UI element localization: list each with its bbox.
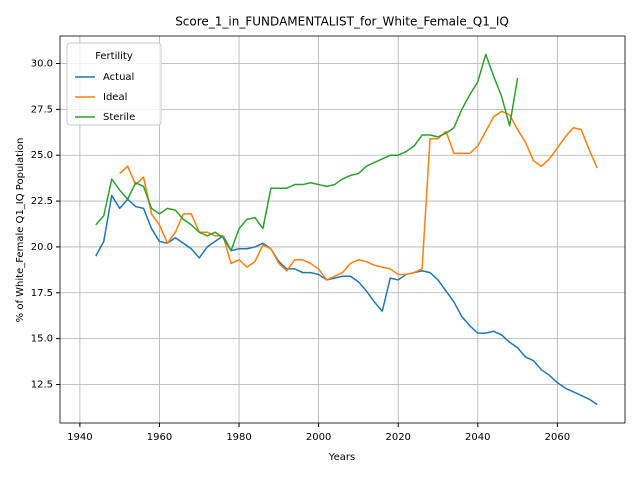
- y-axis-label: % of White_Female Q1_IQ Population: [15, 138, 26, 323]
- y-tick-label: 17.5: [31, 288, 53, 299]
- plot-frame: [59, 35, 626, 424]
- series-line: [95, 53, 519, 252]
- x-tick-label: 1940: [67, 432, 92, 443]
- x-tick-label: 2020: [385, 432, 410, 443]
- y-tick-label: 27.5: [31, 104, 53, 115]
- legend: Fertility Actual Ideal Sterile: [66, 42, 162, 126]
- y-tick-label: 22.5: [31, 196, 53, 207]
- legend-label: Ideal: [103, 92, 127, 103]
- legend-title: Fertility: [95, 51, 133, 62]
- legend-label: Sterile: [103, 112, 135, 123]
- x-tick-label: 1980: [226, 432, 251, 443]
- chart-title: Score_1_in_FUNDAMENTALIST_for_White_Fema…: [175, 15, 509, 29]
- y-tick-label: 12.5: [31, 379, 53, 390]
- x-axis-label: Years: [328, 452, 355, 463]
- y-tick-label: 20.0: [31, 242, 53, 253]
- x-tick-label: 2060: [545, 432, 570, 443]
- x-tick-label: 1960: [147, 432, 172, 443]
- y-tick-label: 25.0: [31, 150, 53, 161]
- legend-box: [66, 42, 162, 126]
- series-line: [95, 194, 598, 406]
- y-tick-label: 15.0: [31, 334, 53, 345]
- legend-label: Actual: [103, 72, 134, 83]
- x-tick-label: 2040: [465, 432, 490, 443]
- y-tick-label: 30.0: [31, 59, 53, 70]
- x-tick-label: 2000: [306, 432, 331, 443]
